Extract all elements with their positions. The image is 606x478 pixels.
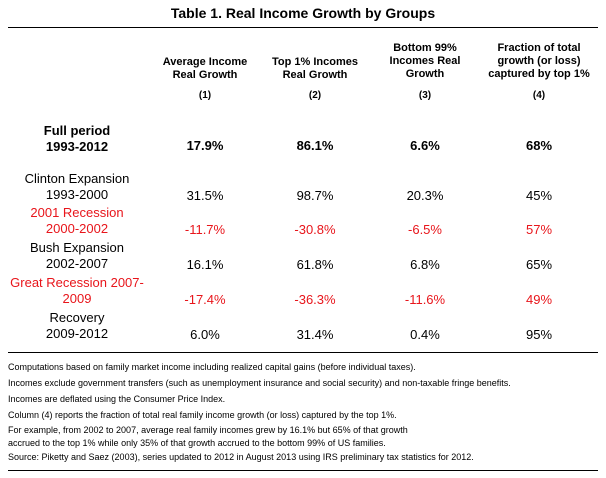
mid-rule	[8, 352, 598, 353]
column-header-line: Incomes Real	[389, 55, 461, 67]
column-number-2: (2)	[308, 90, 322, 101]
table-cell: -17.4%	[184, 292, 226, 307]
table-cell: -6.5%	[408, 222, 442, 237]
table-cell: 31.4%	[296, 327, 334, 342]
table-cell: -30.8%	[294, 222, 336, 237]
table-cell: -11.6%	[404, 292, 446, 307]
table-cell: 68%	[525, 138, 553, 153]
table-cell: 0.4%	[410, 327, 440, 342]
footnote: For example, from 2002 to 2007, average …	[8, 425, 408, 435]
table-cell: 61.8%	[296, 257, 334, 272]
top-rule	[8, 27, 598, 28]
column-header-line: growth (or loss)	[497, 55, 581, 67]
column-header-1: Average Income Real Growth	[150, 56, 260, 82]
column-header-4: Fraction of total growth (or loss) captu…	[474, 42, 604, 81]
column-header-line: Real Growth	[282, 69, 348, 81]
table-cell: 86.1%	[296, 138, 334, 153]
row-label-line: 2009	[62, 291, 92, 306]
table-cell: 16.1%	[186, 257, 224, 272]
footnote: Incomes are deflated using the Consumer …	[8, 394, 226, 404]
column-header-line: Real Growth	[172, 69, 238, 81]
footnote: Source: Piketty and Saez (2003), series …	[8, 452, 474, 462]
footnote: accrued to the top 1% while only 35% of …	[8, 438, 386, 448]
row-label-line: Clinton Expansion	[24, 171, 130, 186]
column-header-line: Growth	[405, 68, 445, 80]
column-header-line: captured by top 1%	[488, 68, 590, 80]
table-cell: 6.6%	[410, 138, 440, 153]
table-cell: 95%	[525, 327, 553, 342]
table-cell: 57%	[525, 222, 553, 237]
column-header-3: Bottom 99% Incomes Real Growth	[370, 42, 480, 81]
column-header-line: Fraction of total	[497, 42, 581, 54]
table-cell: 6.0%	[190, 327, 220, 342]
column-number-3: (3)	[418, 90, 432, 101]
row-label-bush-expansion: Bush Expansion 2002-2007	[0, 240, 154, 272]
row-label-line: 2002-2007	[45, 256, 109, 271]
column-header-2: Top 1% Incomes Real Growth	[255, 56, 375, 82]
table-cell: 65%	[525, 257, 553, 272]
row-label-2001-recession: 2001 Recession 2000-2002	[0, 205, 154, 237]
row-label-line: Great Recession 2007-	[10, 275, 144, 290]
table-cell: -36.3%	[294, 292, 336, 307]
table-cell: 20.3%	[406, 188, 444, 203]
row-label-line: 1993-2012	[45, 139, 109, 154]
row-label-great-recession: Great Recession 2007- 2009	[0, 275, 154, 307]
row-label-line: 1993-2000	[45, 187, 109, 202]
table-cell: -11.7%	[184, 222, 226, 237]
table-title: Table 1. Real Income Growth by Groups	[170, 5, 436, 21]
row-label-line: Full period	[43, 123, 111, 138]
row-label-line: 2009-2012	[45, 326, 109, 341]
table-cell: 98.7%	[296, 188, 334, 203]
row-label-line: Recovery	[49, 310, 105, 325]
table-cell: 31.5%	[186, 188, 224, 203]
row-label-line: Bush Expansion	[30, 240, 124, 255]
row-label-full-period: Full period 1993-2012	[0, 123, 154, 155]
table-cell: 45%	[525, 188, 553, 203]
column-header-line: Top 1% Incomes	[272, 56, 358, 68]
table-cell: 6.8%	[410, 257, 440, 272]
bottom-rule	[8, 470, 598, 471]
footnote: Computations based on family market inco…	[8, 362, 416, 372]
footnote: Column (4) reports the fraction of total…	[8, 410, 397, 420]
table-cell: 17.9%	[186, 138, 224, 153]
column-header-line: Average Income	[162, 56, 248, 68]
column-header-line: Bottom 99%	[393, 42, 457, 54]
row-label-line: 2000-2002	[45, 221, 109, 236]
footnote: Incomes exclude government transfers (su…	[8, 378, 511, 388]
table-cell: 49%	[525, 292, 553, 307]
row-label-recovery: Recovery 2009-2012	[0, 310, 154, 342]
row-label-clinton-expansion: Clinton Expansion 1993-2000	[0, 171, 154, 203]
column-number-4: (4)	[532, 90, 546, 101]
row-label-line: 2001 Recession	[30, 205, 124, 220]
column-number-1: (1)	[198, 90, 212, 101]
